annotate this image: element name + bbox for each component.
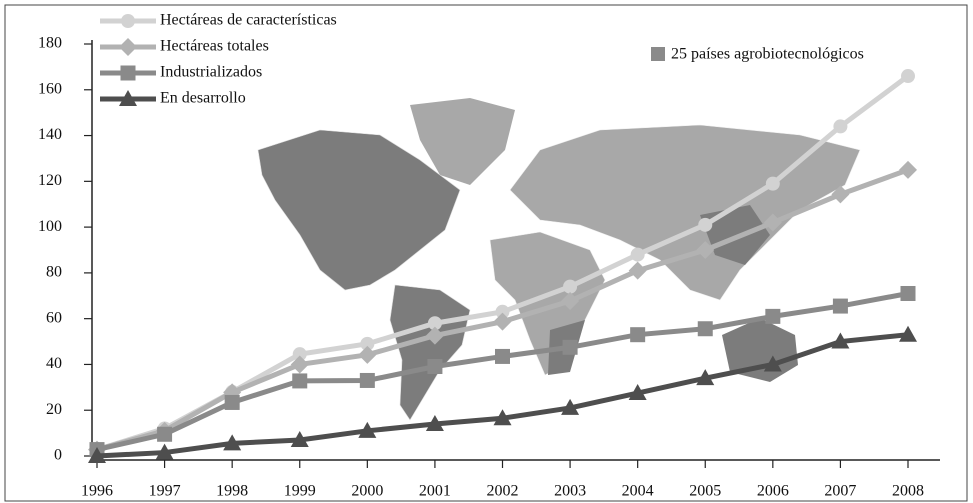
- point: [562, 339, 578, 355]
- point: [698, 217, 713, 232]
- x-tick-label: 1999: [284, 483, 316, 500]
- legend-marker: [121, 14, 135, 28]
- y-tick-label: 160: [38, 80, 62, 97]
- point: [359, 372, 375, 388]
- x-tick-label: 2002: [487, 483, 519, 500]
- point: [292, 347, 307, 362]
- y-tick-label: 180: [38, 35, 62, 52]
- point: [427, 359, 443, 375]
- y-tick-label: 20: [46, 401, 62, 418]
- point: [901, 69, 915, 84]
- x-tick-label: 2001: [419, 483, 451, 500]
- point: [495, 304, 510, 319]
- point: [563, 279, 578, 294]
- y-tick-label: 80: [46, 264, 62, 281]
- point: [292, 373, 308, 389]
- y-tick-label: 140: [38, 126, 62, 143]
- frame: [4, 4, 968, 502]
- point: [290, 355, 309, 374]
- legend-label: En desarrollo: [160, 90, 246, 107]
- point: [763, 355, 782, 372]
- point: [630, 327, 646, 343]
- legend-label: Industrializados: [160, 64, 262, 81]
- point: [290, 430, 309, 447]
- point: [493, 312, 512, 331]
- legend-marker: [119, 90, 137, 106]
- point: [493, 409, 512, 426]
- point: [425, 326, 444, 345]
- point: [630, 247, 645, 262]
- x-tick-label: 2000: [351, 483, 383, 500]
- annotation: 25 países agrobiotecnológicos: [671, 46, 864, 63]
- point: [425, 414, 444, 431]
- point: [628, 384, 647, 401]
- point: [763, 213, 782, 232]
- point: [427, 316, 442, 331]
- point: [360, 336, 375, 351]
- x-tick-label: 2005: [689, 483, 721, 500]
- point: [696, 369, 715, 386]
- x-tick-label: 1998: [216, 483, 248, 500]
- point: [831, 185, 850, 204]
- legend-marker: [119, 38, 137, 56]
- y-tick-label: 120: [38, 172, 62, 189]
- australia: [722, 318, 798, 382]
- point: [765, 176, 780, 191]
- x-tick-label: 2004: [622, 483, 654, 500]
- y-tick-label: 100: [38, 218, 62, 235]
- north-america: [257, 129, 461, 291]
- point: [697, 321, 713, 337]
- point: [628, 261, 647, 280]
- point: [224, 394, 240, 410]
- x-tick-label: 1996: [81, 483, 113, 500]
- greenland: [410, 98, 515, 185]
- x-tick-label: 2006: [757, 483, 789, 500]
- point: [561, 398, 580, 415]
- x-tick-label: 2007: [824, 483, 856, 500]
- legend-label: Hectáreas totales: [160, 38, 269, 55]
- point: [358, 345, 377, 364]
- point: [223, 434, 242, 451]
- point: [495, 348, 510, 364]
- point: [831, 332, 850, 349]
- y-tick-label: 40: [46, 355, 62, 372]
- y-tick-label: 0: [54, 447, 62, 464]
- point: [899, 325, 917, 342]
- legend-marker: [120, 65, 136, 81]
- point: [157, 426, 173, 442]
- point: [900, 285, 916, 301]
- x-tick-label: 2008: [892, 483, 924, 500]
- x-tick-label: 1997: [149, 483, 181, 500]
- point: [832, 298, 848, 314]
- point: [561, 292, 580, 311]
- point: [358, 421, 377, 438]
- eurasia: [509, 124, 861, 301]
- annotation-marker: [651, 47, 665, 61]
- legend-label: Hectáreas de características: [160, 12, 337, 29]
- point: [155, 443, 174, 460]
- point: [833, 119, 848, 134]
- point: [899, 160, 917, 179]
- x-tick-label: 2003: [554, 483, 586, 500]
- point: [696, 241, 715, 259]
- y-tick-label: 60: [46, 309, 62, 326]
- point: [88, 447, 106, 463]
- point: [765, 308, 781, 324]
